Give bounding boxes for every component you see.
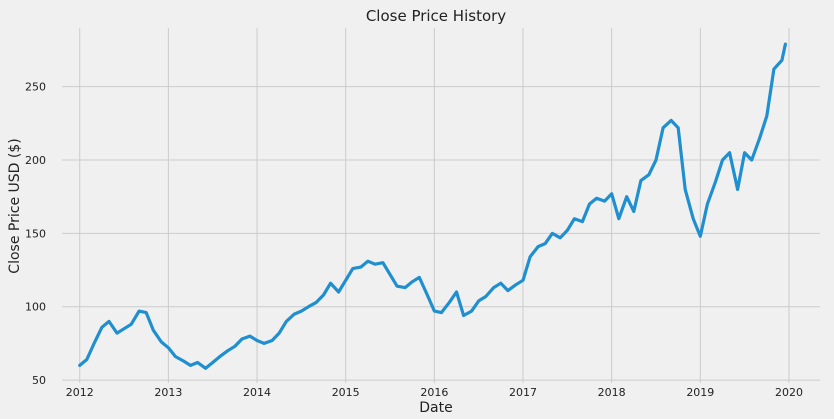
x-tick-label: 2018 [598,386,626,399]
x-tick-label: 2019 [686,386,714,399]
y-tick-label: 200 [25,154,46,167]
series-line-close-price [78,42,788,370]
tick-labels: 2012 2013 2014 2015 2016 2017 2018 2019 2020 50 10… [25,81,803,399]
x-tick-label: 2014 [243,386,271,399]
chart-title: Close Price History [366,7,506,25]
x-tick-label: 2020 [775,386,803,399]
x-tick-label: 2016 [420,386,448,399]
grid [62,28,820,383]
x-tick-label: 2017 [509,386,537,399]
series-layer [78,42,788,370]
y-tick-label: 150 [25,227,46,240]
y-tick-label: 50 [32,374,46,387]
x-tick-label: 2013 [154,386,182,399]
x-tick-label: 2012 [66,386,94,399]
x-tick-label: 2015 [332,386,360,399]
y-tick-label: 250 [25,81,46,94]
y-axis-label: Close Price USD ($) [7,138,23,273]
x-axis-label: Date [419,400,452,415]
y-tick-label: 100 [25,301,46,314]
